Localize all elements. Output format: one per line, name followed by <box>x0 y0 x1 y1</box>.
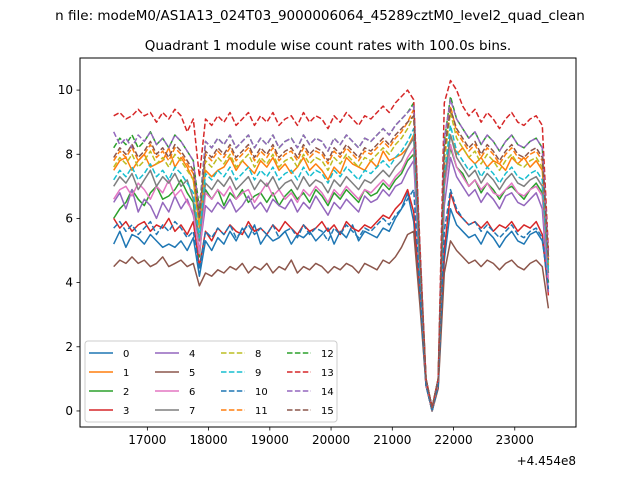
legend-label-14: 14 <box>321 387 334 398</box>
legend-label-11: 11 <box>255 406 268 417</box>
series-line-15 <box>113 108 550 409</box>
legend-label-2: 2 <box>123 387 129 398</box>
series-line-6 <box>113 143 550 412</box>
series-line-13 <box>113 79 550 409</box>
legend-label-8: 8 <box>255 349 261 360</box>
legend-label-6: 6 <box>189 387 195 398</box>
y-tick-label-8: 8 <box>65 147 73 161</box>
legend-label-9: 9 <box>255 368 261 379</box>
legend-label-12: 12 <box>321 349 334 360</box>
series-line-11 <box>113 105 550 409</box>
x-tick-label-23000: 23000 <box>496 433 534 447</box>
x-axis: 17000 18000 19000 20000 21000 22000 23000 <box>128 427 534 447</box>
x-tick-label-21000: 21000 <box>373 433 411 447</box>
series-line-1 <box>113 134 550 409</box>
x-tick-label-22000: 22000 <box>434 433 472 447</box>
series-line-10 <box>113 188 550 412</box>
series-line-14 <box>113 98 550 409</box>
x-axis-offset-label: +4.454e8 <box>517 454 576 468</box>
legend-label-15: 15 <box>321 406 334 417</box>
x-tick-label-18000: 18000 <box>189 433 227 447</box>
series-layer <box>113 79 550 412</box>
y-axis: 0 2 4 6 8 10 <box>58 83 80 418</box>
y-tick-label-0: 0 <box>65 404 73 418</box>
legend-label-0: 0 <box>123 349 129 360</box>
x-tick-label-20000: 20000 <box>312 433 350 447</box>
y-tick-label-2: 2 <box>65 340 73 354</box>
series-line-7 <box>113 134 550 412</box>
series-line-8 <box>113 111 550 409</box>
legend-label-7: 7 <box>189 406 195 417</box>
series-line-0 <box>113 192 550 412</box>
legend-label-4: 4 <box>189 349 195 360</box>
legend-box <box>84 340 338 423</box>
chart-title: Quadrant 1 module wise count rates with … <box>145 38 511 54</box>
legend-label-10: 10 <box>255 387 268 398</box>
series-line-5 <box>113 230 550 412</box>
x-tick-label-17000: 17000 <box>128 433 166 447</box>
legend-label-3: 3 <box>123 406 129 417</box>
figure-suptitle: n file: modeM0/AS1A13_024T03_9000006064_… <box>55 8 585 24</box>
y-tick-label-4: 4 <box>65 276 73 290</box>
y-tick-label-6: 6 <box>65 211 73 225</box>
legend-label-1: 1 <box>123 368 129 379</box>
x-tick-label-19000: 19000 <box>251 433 289 447</box>
series-line-9 <box>113 124 550 409</box>
legend-label-5: 5 <box>189 368 195 379</box>
legend-label-13: 13 <box>321 368 334 379</box>
y-tick-label-10: 10 <box>58 83 73 97</box>
axes-frame <box>79 57 577 428</box>
plot-area <box>79 57 577 428</box>
